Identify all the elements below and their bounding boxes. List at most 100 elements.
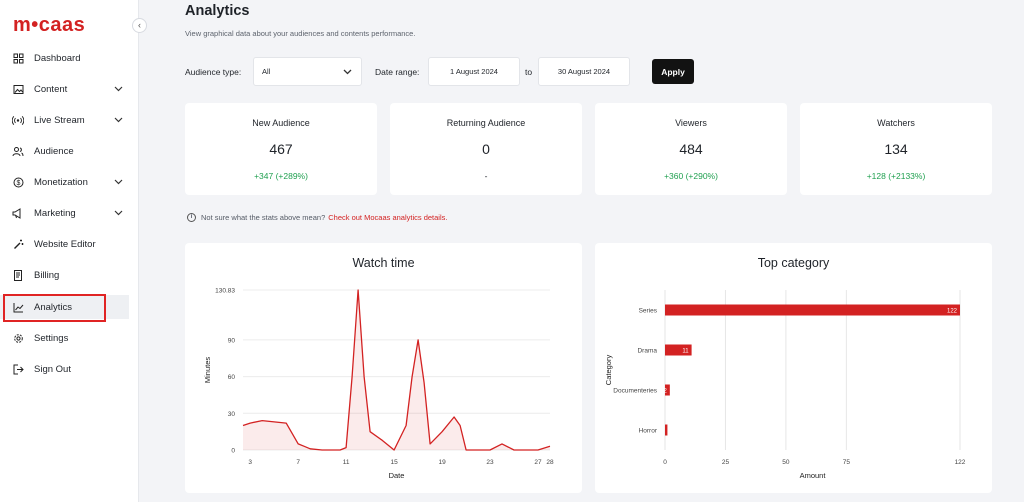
to-label: to <box>525 67 533 77</box>
sidebar-item-label: Dashboard <box>34 52 81 64</box>
stat-change: +347 (+289%) <box>254 171 308 181</box>
sidebar-item-dashboard[interactable]: Dashboard <box>0 46 129 70</box>
bar <box>665 304 960 316</box>
magic-wand-icon <box>12 238 24 250</box>
watch-time-card: Watch time 0 30 60 90 130.83 3 7 11 15 19 23 27 28 Da… <box>185 243 582 493</box>
end-date-value: 30 August 2024 <box>557 67 611 76</box>
megaphone-icon <box>12 207 24 219</box>
chevron-down-icon <box>114 208 123 219</box>
sidebar-item-label: Settings <box>34 332 69 344</box>
sidebar-item-content[interactable]: Content <box>0 77 129 101</box>
y-axis-title: Minutes <box>203 357 212 384</box>
stat-change: +128 (+2133%) <box>866 171 926 181</box>
sidebar-item-label: Billing <box>34 269 60 281</box>
sidebar-item-label: Monetization <box>34 176 88 188</box>
line-chart-icon <box>12 301 24 313</box>
start-date-input[interactable]: 1 August 2024 <box>428 57 520 86</box>
highlight-box <box>3 294 106 322</box>
svg-text:$: $ <box>16 180 20 187</box>
stat-label: Viewers <box>675 118 707 128</box>
x-axis-title: Date <box>389 471 405 480</box>
category-label: Horror <box>639 428 658 435</box>
stat-card-viewers: Viewers 484 +360 (+290%) <box>595 103 787 195</box>
sidebar-item-label: Sign Out <box>34 363 71 375</box>
x-tick-label: 3 <box>248 459 252 466</box>
stat-change: - <box>484 171 488 181</box>
sidebar-item-sign-out[interactable]: Sign Out <box>0 357 129 381</box>
analytics-details-link[interactable]: Check out Mocaas analytics details. <box>328 213 448 222</box>
sidebar-item-label: Website Editor <box>34 238 96 250</box>
info-icon: i <box>187 213 196 222</box>
stat-label: New Audience <box>252 118 310 128</box>
watch-time-chart: 0 30 60 90 130.83 3 7 11 15 19 23 27 28 Date Minutes <box>203 288 554 481</box>
stat-card-watchers: Watchers 134 +128 (+2133%) <box>800 103 992 195</box>
filters-bar: Audience type: All Date range: 1 August … <box>185 57 705 86</box>
sidebar-item-label: Analytics <box>34 301 73 313</box>
sidebar: m•caas ‹ Dashboard Content Live Stream Audi… <box>0 0 147 502</box>
category-label: Documenteries <box>613 388 657 395</box>
category-label: Series <box>639 308 658 315</box>
bar <box>665 344 692 356</box>
dollar-icon: $ <box>12 176 24 188</box>
bar-value-label: 2 <box>663 388 667 394</box>
sidebar-item-label: Content <box>34 83 68 95</box>
y-tick-label: 130.83 <box>215 288 235 295</box>
main-content: Analytics View graphical data about your… <box>139 0 1024 502</box>
apply-button[interactable]: Apply <box>652 59 694 84</box>
stat-card-returning-audience: Returning Audience 0 - <box>390 103 582 195</box>
x-tick-label: 27 <box>534 459 542 466</box>
chevron-down-icon <box>114 115 123 126</box>
sidebar-item-audience[interactable]: Audience <box>0 139 129 163</box>
sidebar-item-settings[interactable]: Settings <box>0 326 129 350</box>
sidebar-item-live-stream[interactable]: Live Stream <box>0 108 129 132</box>
date-range-label: Date range: <box>375 67 420 77</box>
x-tick-label: 11 <box>343 459 350 466</box>
end-date-input[interactable]: 30 August 2024 <box>538 57 630 86</box>
audience-type-label: Audience type: <box>185 67 242 77</box>
chevron-down-icon <box>114 177 123 188</box>
audience-type-value: All <box>262 67 271 76</box>
stat-label: Watchers <box>877 118 915 128</box>
chevron-down-icon <box>343 69 352 75</box>
sidebar-item-website-editor[interactable]: Website Editor <box>0 232 129 256</box>
sidebar-item-label: Audience <box>34 145 74 157</box>
top-category-card: Top category 0 25 50 75 122 Series 122 Drama 11 D… <box>595 243 992 493</box>
x-tick-label: 0 <box>663 459 667 466</box>
bar <box>665 424 668 436</box>
mocaas-logo[interactable]: m•caas <box>13 14 86 36</box>
sidebar-item-analytics[interactable]: Analytics <box>0 295 129 319</box>
y-axis-title: Category <box>604 355 613 386</box>
broadcast-icon <box>12 114 24 126</box>
stat-value: 484 <box>679 141 703 157</box>
collapse-sidebar-button[interactable]: ‹ <box>132 18 147 33</box>
series-area <box>243 290 550 450</box>
receipt-icon <box>12 269 24 281</box>
bar-value-label: 122 <box>947 308 958 314</box>
audience-type-select[interactable]: All <box>253 57 362 86</box>
y-tick-label: 90 <box>228 337 236 344</box>
sidebar-item-monetization[interactable]: $ Monetization <box>0 170 129 194</box>
x-tick-label: 75 <box>843 459 851 466</box>
sidebar-item-billing[interactable]: Billing <box>0 263 129 287</box>
users-icon <box>12 145 24 157</box>
bar-value-label: 11 <box>682 348 689 354</box>
x-tick-label: 50 <box>782 459 790 466</box>
chevron-down-icon <box>114 84 123 95</box>
sidebar-item-marketing[interactable]: Marketing <box>0 201 129 225</box>
x-tick-label: 23 <box>486 459 494 466</box>
chart-title: Top category <box>757 256 830 270</box>
x-axis-title: Amount <box>800 471 827 480</box>
y-tick-label: 0 <box>231 448 235 455</box>
page-subtitle: View graphical data about your audiences… <box>185 29 416 38</box>
category-label: Drama <box>637 348 657 355</box>
stat-card-new-audience: New Audience 467 +347 (+289%) <box>185 103 377 195</box>
image-icon <box>12 83 24 95</box>
sign-out-icon <box>12 363 24 375</box>
x-tick-label: 122 <box>955 459 966 466</box>
series-line <box>242 289 551 451</box>
start-date-value: 1 August 2024 <box>450 67 498 76</box>
stat-value: 467 <box>269 141 293 157</box>
page-title: Analytics <box>185 3 250 19</box>
dashboard-icon <box>12 52 24 64</box>
y-tick-label: 30 <box>228 411 236 418</box>
